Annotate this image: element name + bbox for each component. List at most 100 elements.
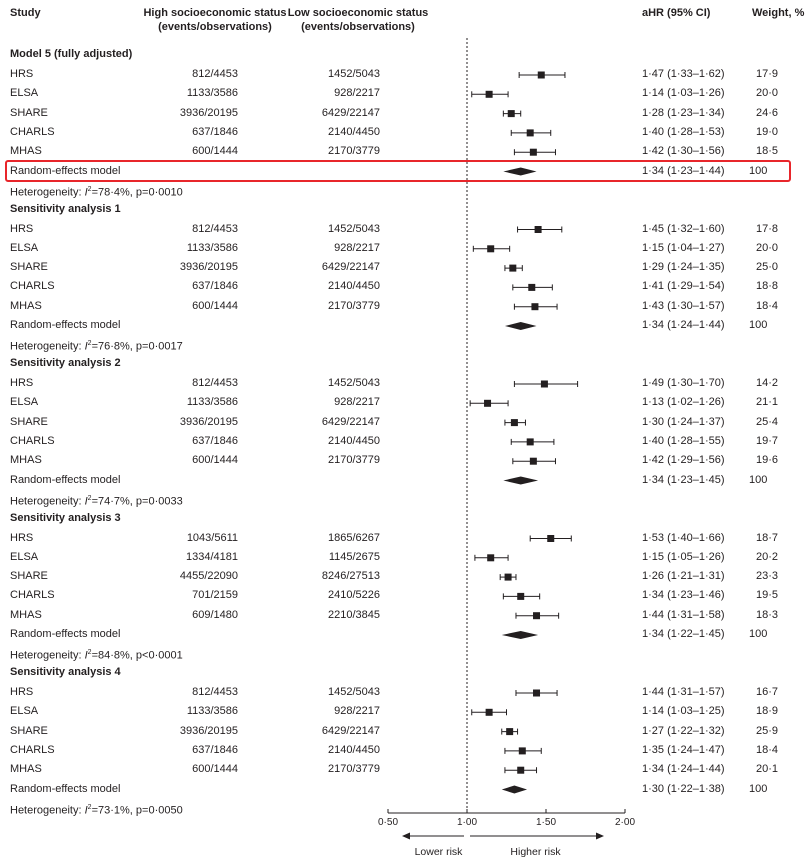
ahr-ci: 1·29 (1·24–1·35) — [642, 261, 725, 274]
high-ses-count: 1334/4181 — [186, 550, 238, 563]
weight-value: 16·7 — [756, 686, 779, 698]
ahr-ci: 1·34 (1·24–1·44) — [642, 763, 725, 776]
low-ses-count: 6429/22147 — [321, 415, 380, 428]
low-ses-count: 2170/3779 — [328, 763, 380, 776]
pooled-diamond — [501, 785, 528, 794]
high-ses-count: 3936/20195 — [179, 724, 238, 737]
point-estimate — [533, 689, 541, 697]
low-ses-count: 8246/27513 — [321, 570, 380, 583]
header-high-ses: High socioeconomic status (events/observ… — [143, 6, 287, 34]
point-estimate — [487, 554, 495, 562]
high-ses-count: 637/1846 — [192, 743, 238, 756]
low-ses-count: 6429/22147 — [321, 261, 380, 274]
low-ses-count: 2170/3779 — [328, 299, 380, 312]
weight-value: 18·4 — [756, 743, 779, 756]
weight-value: 20·1 — [756, 763, 779, 776]
ahr-ci: 1·26 (1·21–1·31) — [642, 570, 725, 583]
low-ses-count: 2140/4450 — [328, 434, 380, 447]
ahr-ci: 1·14 (1·03–1·25) — [642, 705, 725, 718]
study-name: MHAS — [10, 299, 42, 312]
study-name: HRS — [10, 68, 34, 80]
pooled-diamond — [501, 631, 539, 639]
group-title: Sensitivity analysis 2 — [10, 357, 121, 369]
ahr-ci: 1·30 (1·24–1·37) — [642, 415, 725, 428]
high-ses-count: 3936/20195 — [179, 106, 238, 119]
ahr-ci: 1·40 (1·28–1·53) — [642, 125, 725, 138]
low-ses-count: 1452/5043 — [328, 222, 380, 235]
weight-value: 17·8 — [756, 222, 779, 235]
ahr-ci: 1·44 (1·31–1·58) — [642, 608, 725, 621]
ahr-ci: 1·42 (1·29–1·56) — [642, 454, 725, 467]
high-ses-count: 812/4453 — [192, 377, 238, 389]
pooled-label: Random-effects model — [10, 473, 121, 486]
header-study: Study — [10, 7, 41, 19]
point-estimate — [534, 226, 542, 233]
ahr-ci: 1·15 (1·05–1·26) — [642, 550, 725, 563]
point-estimate — [485, 90, 493, 98]
low-ses-count: 1865/6267 — [328, 531, 380, 544]
ahr-ci: 1·14 (1·03–1·26) — [642, 87, 725, 100]
weight-value: 24·6 — [756, 106, 779, 119]
study-name: ELSA — [10, 87, 39, 100]
point-estimate — [484, 399, 492, 407]
study-name: HRS — [10, 531, 34, 544]
low-ses-count: 1452/5043 — [328, 377, 380, 389]
lower-risk-arrowhead — [402, 832, 410, 840]
weight-value: 18·4 — [756, 299, 779, 312]
point-estimate — [537, 71, 545, 79]
study-name: CHARLS — [10, 743, 55, 756]
study-name: SHARE — [10, 106, 48, 119]
weight-value: 23·3 — [756, 570, 779, 583]
study-name: HRS — [10, 222, 34, 235]
high-ses-count: 812/4453 — [192, 68, 238, 80]
group-title: Sensitivity analysis 4 — [10, 666, 121, 678]
weight-value: 25·0 — [756, 261, 779, 274]
header-low-ses: Low socioeconomic status (events/observa… — [286, 6, 430, 34]
low-ses-count: 2210/3845 — [328, 608, 380, 621]
pooled-weight: 100 — [749, 628, 768, 640]
ahr-ci: 1·49 (1·30–1·70) — [642, 377, 725, 389]
heterogeneity-text: Heterogeneity: I2=74·7%, p=0·0033 — [10, 494, 183, 508]
pooled-label: Random-effects model — [10, 628, 121, 640]
pooled-diamond — [503, 167, 537, 176]
pooled-ahr-ci: 1·34 (1·24–1·44) — [642, 319, 725, 331]
study-name: SHARE — [10, 415, 48, 428]
study-name: MHAS — [10, 454, 42, 467]
ahr-ci: 1·41 (1·29–1·54) — [642, 280, 725, 293]
point-estimate — [518, 747, 526, 755]
point-estimate — [529, 148, 537, 156]
group-title: Model 5 (fully adjusted) — [10, 48, 133, 60]
high-ses-count: 812/4453 — [192, 686, 238, 698]
point-estimate — [517, 592, 525, 600]
high-ses-count: 1133/3586 — [186, 705, 238, 718]
weight-value: 21·1 — [756, 396, 779, 409]
study-name: CHARLS — [10, 434, 55, 447]
group-title: Sensitivity analysis 3 — [10, 511, 121, 524]
low-ses-count: 1452/5043 — [328, 686, 380, 698]
study-name: SHARE — [10, 724, 48, 737]
high-ses-count: 1043/5611 — [186, 531, 238, 544]
x-tick-label: 1·50 — [536, 817, 556, 828]
point-estimate — [485, 708, 493, 716]
high-ses-count: 3936/20195 — [179, 415, 238, 428]
study-name: CHARLS — [10, 125, 55, 138]
lower-risk-label: Lower risk — [415, 846, 464, 858]
weight-value: 18·3 — [756, 608, 779, 621]
weight-value: 25·4 — [756, 415, 779, 428]
point-estimate — [526, 438, 534, 446]
study-name: MHAS — [10, 145, 42, 158]
ahr-ci: 1·42 (1·30–1·56) — [642, 145, 725, 158]
high-ses-count: 4455/22090 — [179, 570, 238, 583]
weight-value: 18·7 — [756, 531, 779, 544]
pooled-label: Random-effects model — [10, 782, 121, 795]
low-ses-count: 6429/22147 — [321, 724, 380, 737]
point-estimate — [507, 110, 515, 118]
low-ses-count: 6429/22147 — [321, 106, 380, 119]
high-ses-count: 600/1444 — [192, 145, 238, 158]
ahr-ci: 1·35 (1·24–1·47) — [642, 743, 725, 756]
higher-risk-label: Higher risk — [510, 846, 561, 858]
weight-value: 25·9 — [756, 724, 779, 737]
high-ses-count: 1133/3586 — [186, 241, 238, 254]
group-title: Sensitivity analysis 1 — [10, 202, 121, 215]
